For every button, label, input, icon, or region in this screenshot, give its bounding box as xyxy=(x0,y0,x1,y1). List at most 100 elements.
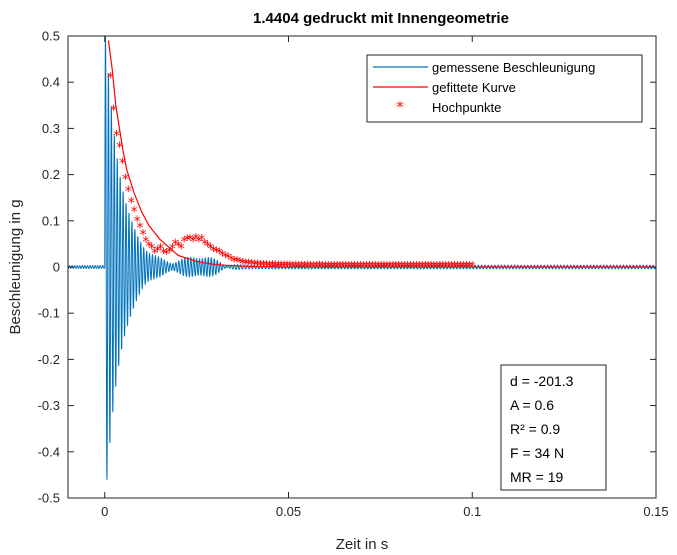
peak-marker: * xyxy=(166,245,173,261)
peak-marker: * xyxy=(175,239,182,255)
peak-marker: * xyxy=(131,205,138,221)
peak-marker: * xyxy=(231,254,238,270)
peak-marker: * xyxy=(319,260,326,276)
peak-marker: * xyxy=(216,246,223,262)
peak-marker: * xyxy=(192,231,199,247)
peak-marker: * xyxy=(298,259,305,275)
peak-marker: * xyxy=(113,128,120,144)
y-tick-label: 0.4 xyxy=(42,75,60,90)
peak-marker: * xyxy=(413,260,420,276)
y-tick-label: 0.1 xyxy=(42,213,60,228)
peak-marker: * xyxy=(119,156,126,172)
peak-marker: * xyxy=(366,260,373,276)
peak-marker: * xyxy=(169,242,176,258)
peak-marker: * xyxy=(398,260,405,276)
ticks-layer: 0 0.05 0.1 0.15 -0.5 -0.4 -0.3 -0.2 -0.1 0 0.1 0.2 0… xyxy=(38,29,669,520)
fit-param-a: A = 0.6 xyxy=(510,397,554,413)
peak-marker: * xyxy=(407,260,414,276)
peak-marker: * xyxy=(242,257,249,273)
x-tick-label: 0.15 xyxy=(643,504,668,519)
peak-marker: * xyxy=(213,245,220,261)
peak-marker: * xyxy=(187,232,194,248)
peak-marker: * xyxy=(378,260,385,276)
chart-title: 1.4404 gedruckt mit Innengeometrie xyxy=(253,10,509,27)
peak-marker: * xyxy=(275,259,282,275)
data-layer: ****************************************… xyxy=(68,36,656,480)
peak-marker: * xyxy=(469,260,476,276)
peak-marker: * xyxy=(292,259,299,275)
peak-marker: * xyxy=(307,260,314,276)
legend-label-fitted: gefittete Kurve xyxy=(432,80,516,95)
peak-marker: * xyxy=(304,259,311,275)
peak-marker: * xyxy=(181,235,188,251)
peak-marker: * xyxy=(139,228,146,244)
peak-marker: * xyxy=(260,259,267,275)
peak-marker: * xyxy=(160,246,167,262)
peak-marker: * xyxy=(354,260,361,276)
peak-marker: * xyxy=(336,260,343,276)
peak-marker: * xyxy=(134,214,141,230)
peak-marker: * xyxy=(107,71,114,87)
peak-marker: * xyxy=(422,260,429,276)
peak-marker: * xyxy=(442,260,449,276)
peak-marker: * xyxy=(451,260,458,276)
y-tick-label: -0.3 xyxy=(38,398,60,413)
y-tick-label: 0.2 xyxy=(42,167,60,182)
peak-marker: * xyxy=(322,260,329,276)
fit-param-mr: MR = 19 xyxy=(510,469,564,485)
peak-marker: * xyxy=(289,260,296,276)
peak-marker: * xyxy=(419,260,426,276)
peak-marker: * xyxy=(360,260,367,276)
peak-marker: * xyxy=(334,260,341,276)
y-tick-label: -0.5 xyxy=(38,491,60,506)
peak-marker: * xyxy=(239,256,246,272)
peak-marker: * xyxy=(375,260,382,276)
peak-marker: * xyxy=(316,259,323,275)
peak-marker: * xyxy=(436,260,443,276)
y-tick-label: -0.1 xyxy=(38,306,60,321)
x-axis-label: Zeit in s xyxy=(336,536,389,553)
peak-marker: * xyxy=(404,260,411,276)
peak-marker: * xyxy=(254,258,261,274)
peak-marker: * xyxy=(251,258,258,274)
peak-marker: * xyxy=(263,259,270,275)
fit-param-d: d = -201.3 xyxy=(510,373,574,389)
legend-label-peaks: Hochpunkte xyxy=(432,100,501,115)
peak-marker: * xyxy=(310,260,317,276)
y-tick-label: 0.5 xyxy=(42,29,60,44)
peak-marker: * xyxy=(198,232,205,248)
peak-marker: * xyxy=(266,259,273,275)
peak-marker: * xyxy=(210,244,217,260)
peak-marker: * xyxy=(225,251,232,267)
peak-marker: * xyxy=(428,260,435,276)
peak-marker: * xyxy=(431,260,438,276)
peak-marker: * xyxy=(222,250,229,266)
peak-marker: * xyxy=(286,259,293,275)
peak-marker: * xyxy=(351,260,358,276)
peak-marker: * xyxy=(389,260,396,276)
peak-marker: * xyxy=(372,260,379,276)
legend-marker-peaks-icon: * xyxy=(396,98,404,116)
peak-marker: * xyxy=(395,260,402,276)
x-tick-label: 0.1 xyxy=(463,504,481,519)
peak-marker: * xyxy=(445,260,452,276)
y-tick-label: -0.2 xyxy=(38,352,60,367)
peak-marker: * xyxy=(345,260,352,276)
peak-marker: * xyxy=(457,260,464,276)
peak-marker: * xyxy=(257,259,264,275)
peak-marker: * xyxy=(392,260,399,276)
peak-marker: * xyxy=(154,244,161,260)
peak-marker: * xyxy=(281,259,288,275)
peak-marker: * xyxy=(425,260,432,276)
peak-marker: * xyxy=(110,103,117,119)
peak-marker: * xyxy=(410,260,417,276)
fit-parameters-box: d = -201.3 A = 0.6 R² = 0.9 F = 34 N MR … xyxy=(500,364,607,491)
y-axis-label: Beschleunigung in g xyxy=(7,199,24,334)
peak-marker: * xyxy=(234,254,241,270)
peak-marker: * xyxy=(163,247,170,263)
peak-marker: * xyxy=(236,255,243,271)
peak-marker: * xyxy=(201,237,208,253)
peak-marker: * xyxy=(184,233,191,249)
peak-marker: * xyxy=(348,260,355,276)
